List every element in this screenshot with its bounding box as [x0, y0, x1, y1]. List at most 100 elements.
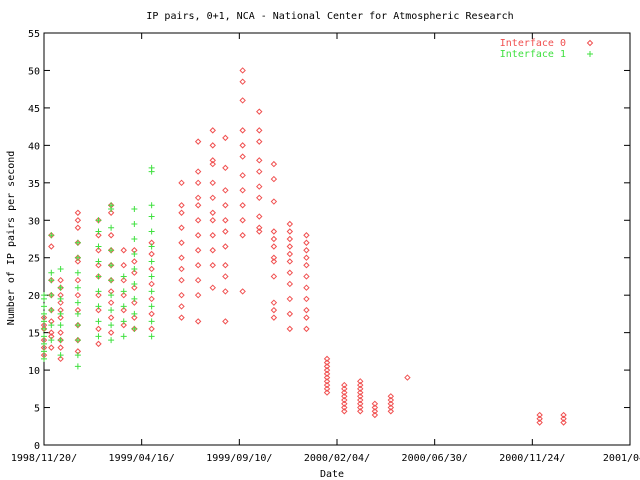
interface-0-point — [357, 408, 364, 415]
interface-1-point — [41, 318, 47, 325]
interface-0-point — [178, 224, 185, 231]
interface-0-point — [286, 295, 294, 303]
interface-0-point — [286, 228, 294, 235]
interface-1-point — [120, 303, 127, 310]
interface-0-point — [95, 291, 102, 299]
interface-1-point — [48, 269, 55, 276]
y-tick-label: 45 — [28, 104, 40, 115]
interface-0-point — [357, 378, 364, 385]
y-tick-label: 55 — [28, 29, 40, 40]
interface-1-point — [95, 333, 102, 340]
interface-0-point — [95, 325, 102, 333]
interface-0-point — [239, 202, 246, 209]
interface-0-point — [239, 217, 246, 224]
y-axis-label: Number of IP pairs per second — [6, 151, 17, 326]
interface-1-point — [95, 217, 102, 224]
interface-1-point — [120, 288, 127, 295]
interface-0-point — [341, 385, 348, 393]
interface-1-point — [48, 232, 55, 239]
interface-0-point — [148, 310, 155, 318]
interface-1-point — [148, 288, 155, 295]
interface-0-point — [286, 258, 294, 265]
interface-0-point — [256, 183, 263, 190]
interface-0-point — [209, 160, 216, 168]
interface-0-point — [270, 243, 278, 250]
interface-0-point — [194, 247, 202, 254]
interface-0-point — [303, 325, 310, 333]
interface-1-point — [41, 310, 47, 317]
interface-0-point — [270, 306, 278, 314]
interface-0-point — [256, 224, 263, 231]
interface-0-point — [57, 299, 64, 306]
legend-plus-icon — [587, 51, 593, 57]
interface-0-point — [270, 228, 278, 235]
interface-0-point — [536, 419, 543, 426]
interface-1-point — [95, 228, 102, 235]
interface-0-point — [323, 374, 331, 381]
interface-0-point — [194, 194, 202, 202]
interface-1-point — [131, 236, 138, 242]
interface-0-point — [239, 187, 246, 194]
interface-0-point — [194, 168, 202, 175]
interface-0-point — [371, 404, 379, 411]
interface-0-point — [303, 262, 310, 269]
interface-0-point — [131, 299, 138, 306]
interface-1-point — [74, 239, 81, 246]
interface-1-point — [57, 310, 64, 317]
y-tick-label: 5 — [34, 404, 40, 415]
interface-0-point — [387, 393, 395, 400]
interface-0-point — [95, 340, 102, 348]
interface-1-point — [120, 273, 127, 280]
x-tick-label: 2000/11/24/ — [499, 453, 565, 464]
interface-0-point — [323, 370, 331, 378]
interface-0-point — [256, 138, 263, 145]
interface-0-point — [194, 276, 202, 284]
interface-1-point — [131, 310, 138, 317]
x-tick-label: 1998/11/20/ — [11, 453, 77, 464]
interface-1-point — [148, 273, 155, 280]
interface-0-point — [387, 404, 395, 411]
interface-0-point — [256, 213, 263, 220]
interface-0-point — [222, 262, 229, 269]
interface-0-point — [222, 228, 229, 235]
interface-0-point — [74, 258, 82, 265]
interface-0-point — [286, 269, 294, 276]
interface-0-point — [286, 280, 294, 288]
interface-0-point — [357, 381, 364, 389]
interface-0-point — [222, 288, 229, 295]
y-tick-label: 20 — [28, 291, 40, 302]
interface-1-point — [108, 292, 115, 299]
interface-0-point — [303, 247, 310, 254]
y-tick-label: 0 — [34, 441, 40, 452]
interface-0-point — [178, 265, 185, 273]
interface-0-point — [371, 408, 379, 415]
interface-1-point — [41, 340, 47, 347]
interface-1-point — [148, 228, 155, 235]
interface-1-point — [95, 318, 102, 325]
interface-0-point — [209, 142, 216, 149]
interface-0-point — [57, 344, 64, 351]
interface-1-point — [95, 243, 102, 250]
interface-0-point — [239, 67, 246, 74]
interface-0-point — [239, 172, 246, 179]
interface-1-point — [57, 337, 64, 344]
interface-0-point — [194, 179, 202, 187]
interface-0-point — [95, 232, 102, 239]
interface-0-point — [120, 276, 127, 284]
interface-0-point — [194, 262, 202, 269]
interface-1-point — [148, 164, 155, 171]
interface-1-point — [95, 288, 102, 295]
interface-1-point — [131, 280, 138, 287]
legend-diamond-icon — [586, 39, 594, 47]
interface-0-point — [303, 284, 310, 291]
interface-0-point — [209, 194, 216, 202]
interface-1-point — [108, 224, 115, 231]
interface-0-point — [357, 396, 364, 404]
interface-0-point — [303, 314, 310, 321]
interface-0-point — [57, 276, 64, 284]
interface-1-point — [108, 262, 115, 269]
interface-0-point — [178, 239, 185, 246]
interface-0-point — [222, 202, 229, 209]
interface-0-point — [209, 217, 216, 224]
interface-0-point — [107, 299, 115, 306]
